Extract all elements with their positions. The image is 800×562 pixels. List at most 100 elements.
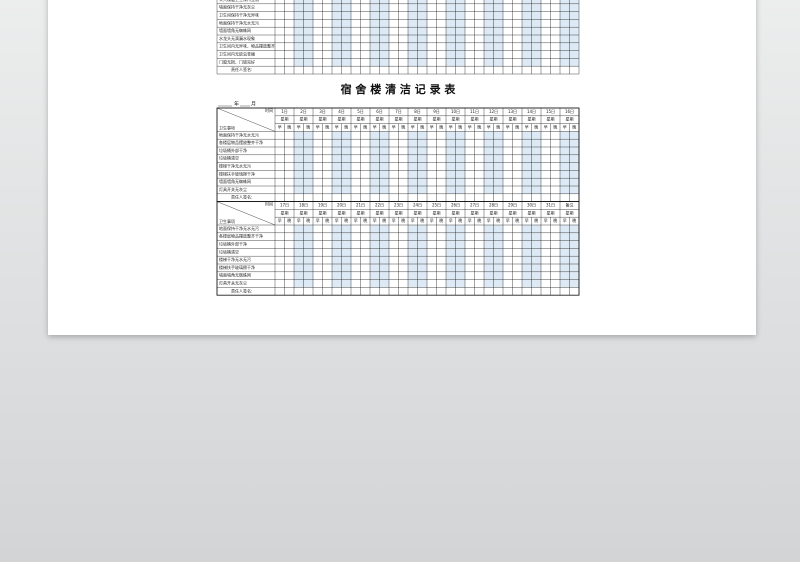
cell-shade xyxy=(522,162,532,171)
cell-shade xyxy=(341,225,351,233)
cell-shade xyxy=(408,162,418,171)
day-label: 2日 xyxy=(300,109,307,114)
cell-shade xyxy=(408,131,418,140)
weekday-label: 星期 xyxy=(414,209,422,215)
cell-shade xyxy=(370,170,380,179)
cell-shade xyxy=(455,3,465,12)
cell-shade xyxy=(303,225,313,233)
shift-label: 晚 xyxy=(458,124,462,130)
cell-shade xyxy=(522,19,532,28)
cell-shade xyxy=(379,279,389,288)
shift-label: 早 xyxy=(449,124,453,130)
cell-shade xyxy=(341,154,351,163)
cell-shade xyxy=(332,19,342,28)
cell-shade xyxy=(332,186,342,194)
cell-shade xyxy=(569,147,579,155)
cell-shade xyxy=(484,27,494,35)
weekday-label: 星期 xyxy=(357,209,365,215)
cell-shade xyxy=(446,232,456,241)
day-label: 3日 xyxy=(319,109,326,114)
day-label: 29日 xyxy=(508,203,517,208)
cell-shade xyxy=(417,256,427,264)
cell-shade xyxy=(303,170,313,179)
cell-shade xyxy=(446,186,456,194)
day-label: 8日 xyxy=(414,109,421,114)
cell-shade xyxy=(446,35,456,43)
cell-shade xyxy=(560,154,570,163)
cell-shade xyxy=(446,279,456,288)
cell-shade xyxy=(569,0,579,4)
cell-shade xyxy=(303,3,313,12)
paper xyxy=(48,0,756,335)
shift-label: 早 xyxy=(278,124,282,130)
cell-shade xyxy=(493,248,503,257)
cell-shade xyxy=(332,240,342,249)
weekday-label: 星期 xyxy=(338,116,346,122)
row-label: 灯具开关无灰尘 xyxy=(219,186,247,192)
cell-shade xyxy=(303,256,313,264)
cell-shade xyxy=(341,271,351,280)
row-label: 墙面墙角无蜘蛛网 xyxy=(219,27,251,33)
weekday-label: 星期 xyxy=(300,209,308,215)
cell-shade xyxy=(408,170,418,179)
day-label: 备注 xyxy=(566,202,574,208)
cell-shade xyxy=(303,58,313,67)
cell-shade xyxy=(569,131,579,140)
corner-item: 卫生事项 xyxy=(219,218,235,224)
day-label: 1日 xyxy=(281,109,288,114)
cell-shade xyxy=(370,0,380,4)
cell-shade xyxy=(408,248,418,257)
cell-shade xyxy=(303,279,313,288)
day-label: 10日 xyxy=(451,109,460,114)
row-label: 地面保持干净无水无污 xyxy=(219,225,259,231)
shift-label: 晚 xyxy=(439,124,443,130)
cell-shade xyxy=(303,154,313,163)
cell-shade xyxy=(560,232,570,241)
cell-shade xyxy=(341,240,351,249)
cell-shade xyxy=(370,225,380,233)
cell-shade xyxy=(493,42,503,51)
weekday-label: 星期 xyxy=(547,116,555,122)
cell-shade xyxy=(417,35,427,43)
cell-shade xyxy=(493,240,503,249)
cell-shade xyxy=(455,178,465,186)
shift-label: 早 xyxy=(335,217,339,223)
cell-shade xyxy=(493,232,503,241)
cell-shade xyxy=(446,139,456,147)
year-label: 年 xyxy=(234,101,239,108)
row-label: 垃圾桶外部干净 xyxy=(219,241,247,247)
cell-shade xyxy=(370,240,380,249)
cell-shade xyxy=(379,232,389,241)
shift-label: 晚 xyxy=(515,217,519,223)
cell-shade xyxy=(484,279,494,288)
cell-shade xyxy=(370,279,380,288)
cell-shade xyxy=(455,162,465,171)
cell-shade xyxy=(417,154,427,163)
cell-shade xyxy=(484,139,494,147)
day-label: 7日 xyxy=(395,109,402,114)
cell-shade xyxy=(522,240,532,249)
cell-shade xyxy=(569,264,579,272)
cell-shade xyxy=(303,240,313,249)
weekday-label: 星期 xyxy=(376,209,384,215)
cell-shade xyxy=(408,279,418,288)
cell-shade xyxy=(332,256,342,264)
cell-shade xyxy=(341,248,351,257)
cell-shade xyxy=(417,240,427,249)
cell-shade xyxy=(531,35,541,43)
cell-shade xyxy=(522,131,532,140)
shift-label: 晚 xyxy=(344,217,348,223)
cell-shade xyxy=(569,42,579,51)
cell-shade xyxy=(522,154,532,163)
weekday-label: 星期 xyxy=(338,209,346,215)
shift-label: 早 xyxy=(506,217,510,223)
cell-shade xyxy=(569,35,579,43)
cell-shade xyxy=(493,279,503,288)
cell-shade xyxy=(379,42,389,51)
cell-shade xyxy=(332,35,342,43)
cell-shade xyxy=(370,256,380,264)
cell-shade xyxy=(379,35,389,43)
cell-shade xyxy=(341,131,351,140)
cell-shade xyxy=(294,35,304,43)
